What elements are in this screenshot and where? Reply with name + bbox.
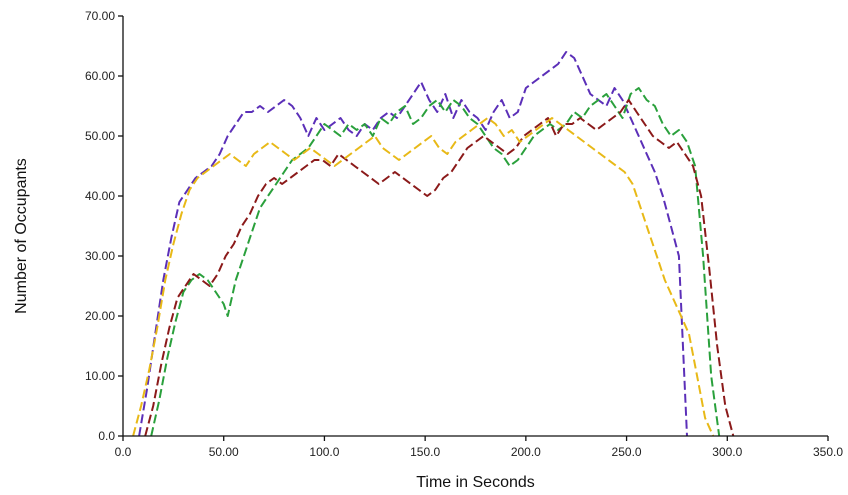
y-tick-label: 30.00 [85, 249, 115, 263]
axes-layer [122, 16, 828, 437]
series-layer [132, 51, 735, 437]
y-axis-title: Number of Occupants [13, 158, 30, 314]
x-ticks: 0.0 50.00 100.0 150.0 200.0 250.0 300.0 350.0 [115, 436, 843, 459]
y-tick-label: 40.00 [85, 189, 115, 203]
x-tick-label: 0.0 [115, 445, 132, 459]
x-tick-label: 150.0 [410, 445, 440, 459]
y-tick-label: 50.00 [85, 129, 115, 143]
y-tick-label: 10.00 [85, 369, 115, 383]
x-tick-label: 250.0 [612, 445, 642, 459]
x-tick-label: 350.0 [813, 445, 843, 459]
y-tick-label: 20.00 [85, 309, 115, 323]
x-tick-label: 50.00 [209, 445, 239, 459]
y-tick-label: 0.0 [98, 429, 115, 443]
series-line-1 [138, 51, 688, 437]
x-tick-label: 300.0 [712, 445, 742, 459]
x-tick-label: 200.0 [511, 445, 541, 459]
y-ticks: 0.0 10.00 20.00 30.00 40.00 50.00 60.00 70.00 [85, 9, 123, 443]
series-line-2 [150, 87, 721, 437]
y-tick-label: 70.00 [85, 9, 115, 23]
series-line-4 [132, 117, 715, 437]
x-axis-title: Time in Seconds [416, 474, 535, 491]
series-line-3 [144, 99, 735, 437]
y-tick-label: 60.00 [85, 69, 115, 83]
x-tick-label: 100.0 [309, 445, 339, 459]
